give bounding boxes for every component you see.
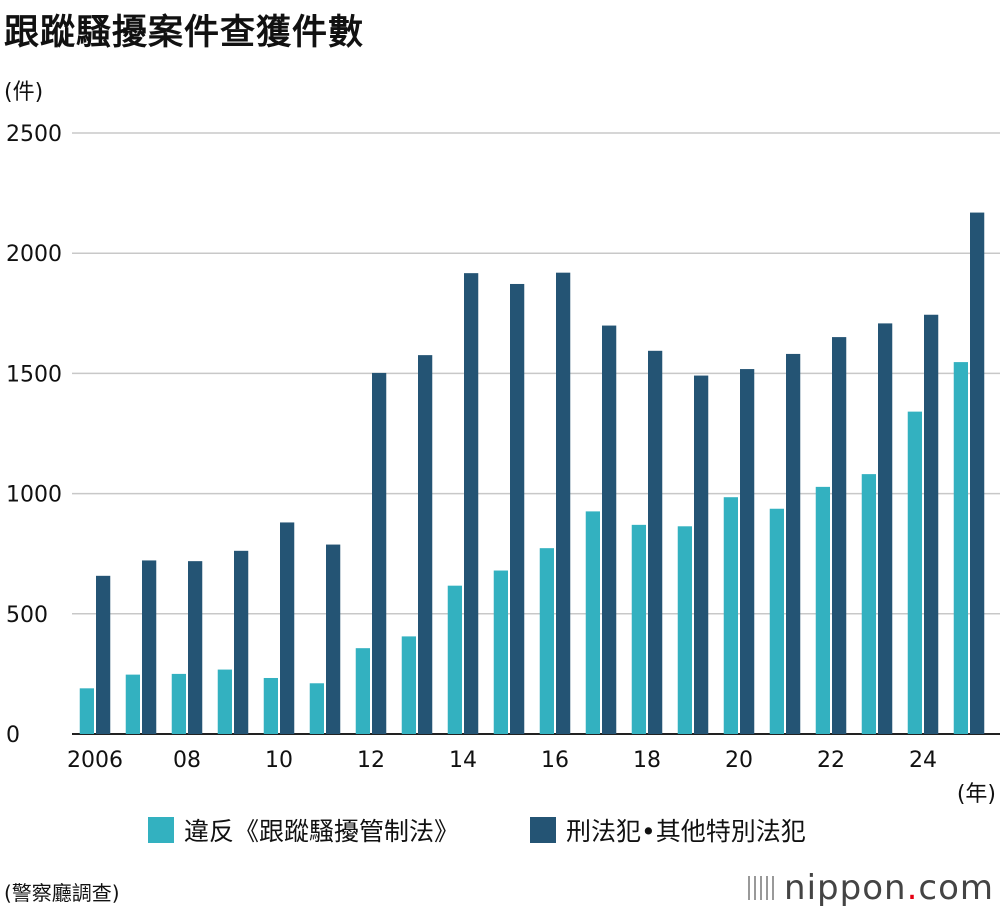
bar-criminal-law-2020 [740,369,755,734]
bar-criminal-law-2016 [556,272,571,734]
bar-criminal-law-2017 [602,325,617,734]
bar-stalker-law-2015 [493,570,508,734]
x-tick-label: 24 [909,748,937,773]
bar-criminal-law-2014 [464,273,479,734]
bar-stalker-law-2023 [861,474,876,734]
bar-stalker-law-2024 [907,411,922,734]
bars [79,212,985,735]
logo-text: nippon [784,868,907,908]
y-tick-labels: 0 500 1000 1500 2000 2500 [6,122,62,748]
bar-stalker-law-2008 [171,673,186,734]
bar-stalker-law-2009 [217,669,232,734]
x-tick-label: 16 [541,748,569,773]
x-tick-label: 20 [725,748,753,773]
gridlines [72,132,1000,735]
source-note: (警察廳調查) [4,881,120,905]
y-tick-label: 1500 [6,362,62,387]
bar-criminal-law-2019 [694,375,709,734]
y-tick-label: 2000 [6,242,62,267]
y-tick-label: 500 [6,603,48,628]
bar-criminal-law-2006 [96,575,111,734]
legend: 違反《跟蹤騷擾管制法》 刑法犯•其他特別法犯 [0,812,1000,852]
logo-dot: . [906,868,919,908]
bar-stalker-law-2021 [769,508,784,734]
bar-stalker-law-2006 [79,688,94,734]
y-tick-label: 2500 [6,122,62,147]
bar-stalker-law-2010 [263,677,278,734]
y-tick-label: 0 [6,723,20,748]
x-tick-label: 10 [265,748,293,773]
bar-criminal-law-2012 [372,372,387,734]
bar-stalker-law-2014 [447,585,462,734]
legend-swatch [148,817,174,843]
bar-criminal-law-2009 [234,550,249,734]
bar-stalker-law-2012 [355,648,370,734]
x-tick-labels: 2006 08 10 12 14 16 18 20 22 24 [67,748,937,773]
bar-criminal-law-2008 [188,561,203,734]
bar-criminal-law-2007 [142,560,157,734]
bar-criminal-law-2015 [510,283,525,734]
x-tick-label: 08 [173,748,201,773]
bar-criminal-law-2022 [832,337,847,734]
y-tick-label: 1000 [6,483,62,508]
y-axis-unit: (件) [4,80,44,105]
nippon-logo: nippon . com [748,868,994,908]
bar-stalker-law-2011 [309,683,324,734]
legend-item-criminal-law: 刑法犯•其他特別法犯 [530,812,806,848]
bar-criminal-law-2025 [970,212,985,735]
bar-criminal-law-2024 [924,314,939,734]
bar-stalker-law-2025 [953,362,968,734]
legend-item-stalker-law: 違反《跟蹤騷擾管制法》 [148,812,459,848]
bar-stalker-law-2016 [539,548,554,734]
bar-criminal-law-2010 [280,522,295,734]
x-tick-label: 22 [817,748,845,773]
bar-stalker-law-2018 [631,524,646,734]
bar-stalker-law-2013 [401,636,416,734]
bar-criminal-law-2011 [326,544,341,734]
bar-criminal-law-2023 [878,323,893,734]
bar-criminal-law-2021 [786,353,801,734]
bar-criminal-law-2013 [418,355,433,734]
bar-stalker-law-2019 [677,526,692,734]
legend-label: 刑法犯•其他特別法犯 [566,817,806,846]
bar-stalker-law-2022 [815,486,830,734]
legend-swatch [530,817,556,843]
x-tick-label: 2006 [67,748,123,773]
bar-stalker-law-2017 [585,511,600,734]
bar-stalker-law-2020 [723,497,738,734]
legend-label: 違反《跟蹤騷擾管制法》 [184,817,460,846]
bar-criminal-law-2018 [648,350,663,734]
x-axis-unit: (年) [956,782,996,807]
x-tick-label: 12 [357,748,385,773]
chart-title: 跟蹤騷擾案件查獲件數 [4,13,365,53]
logo-suffix: com [918,868,994,908]
x-tick-label: 14 [449,748,477,773]
logo-bars-icon [748,876,775,900]
bar-stalker-law-2007 [125,674,140,734]
x-tick-label: 18 [633,748,661,773]
